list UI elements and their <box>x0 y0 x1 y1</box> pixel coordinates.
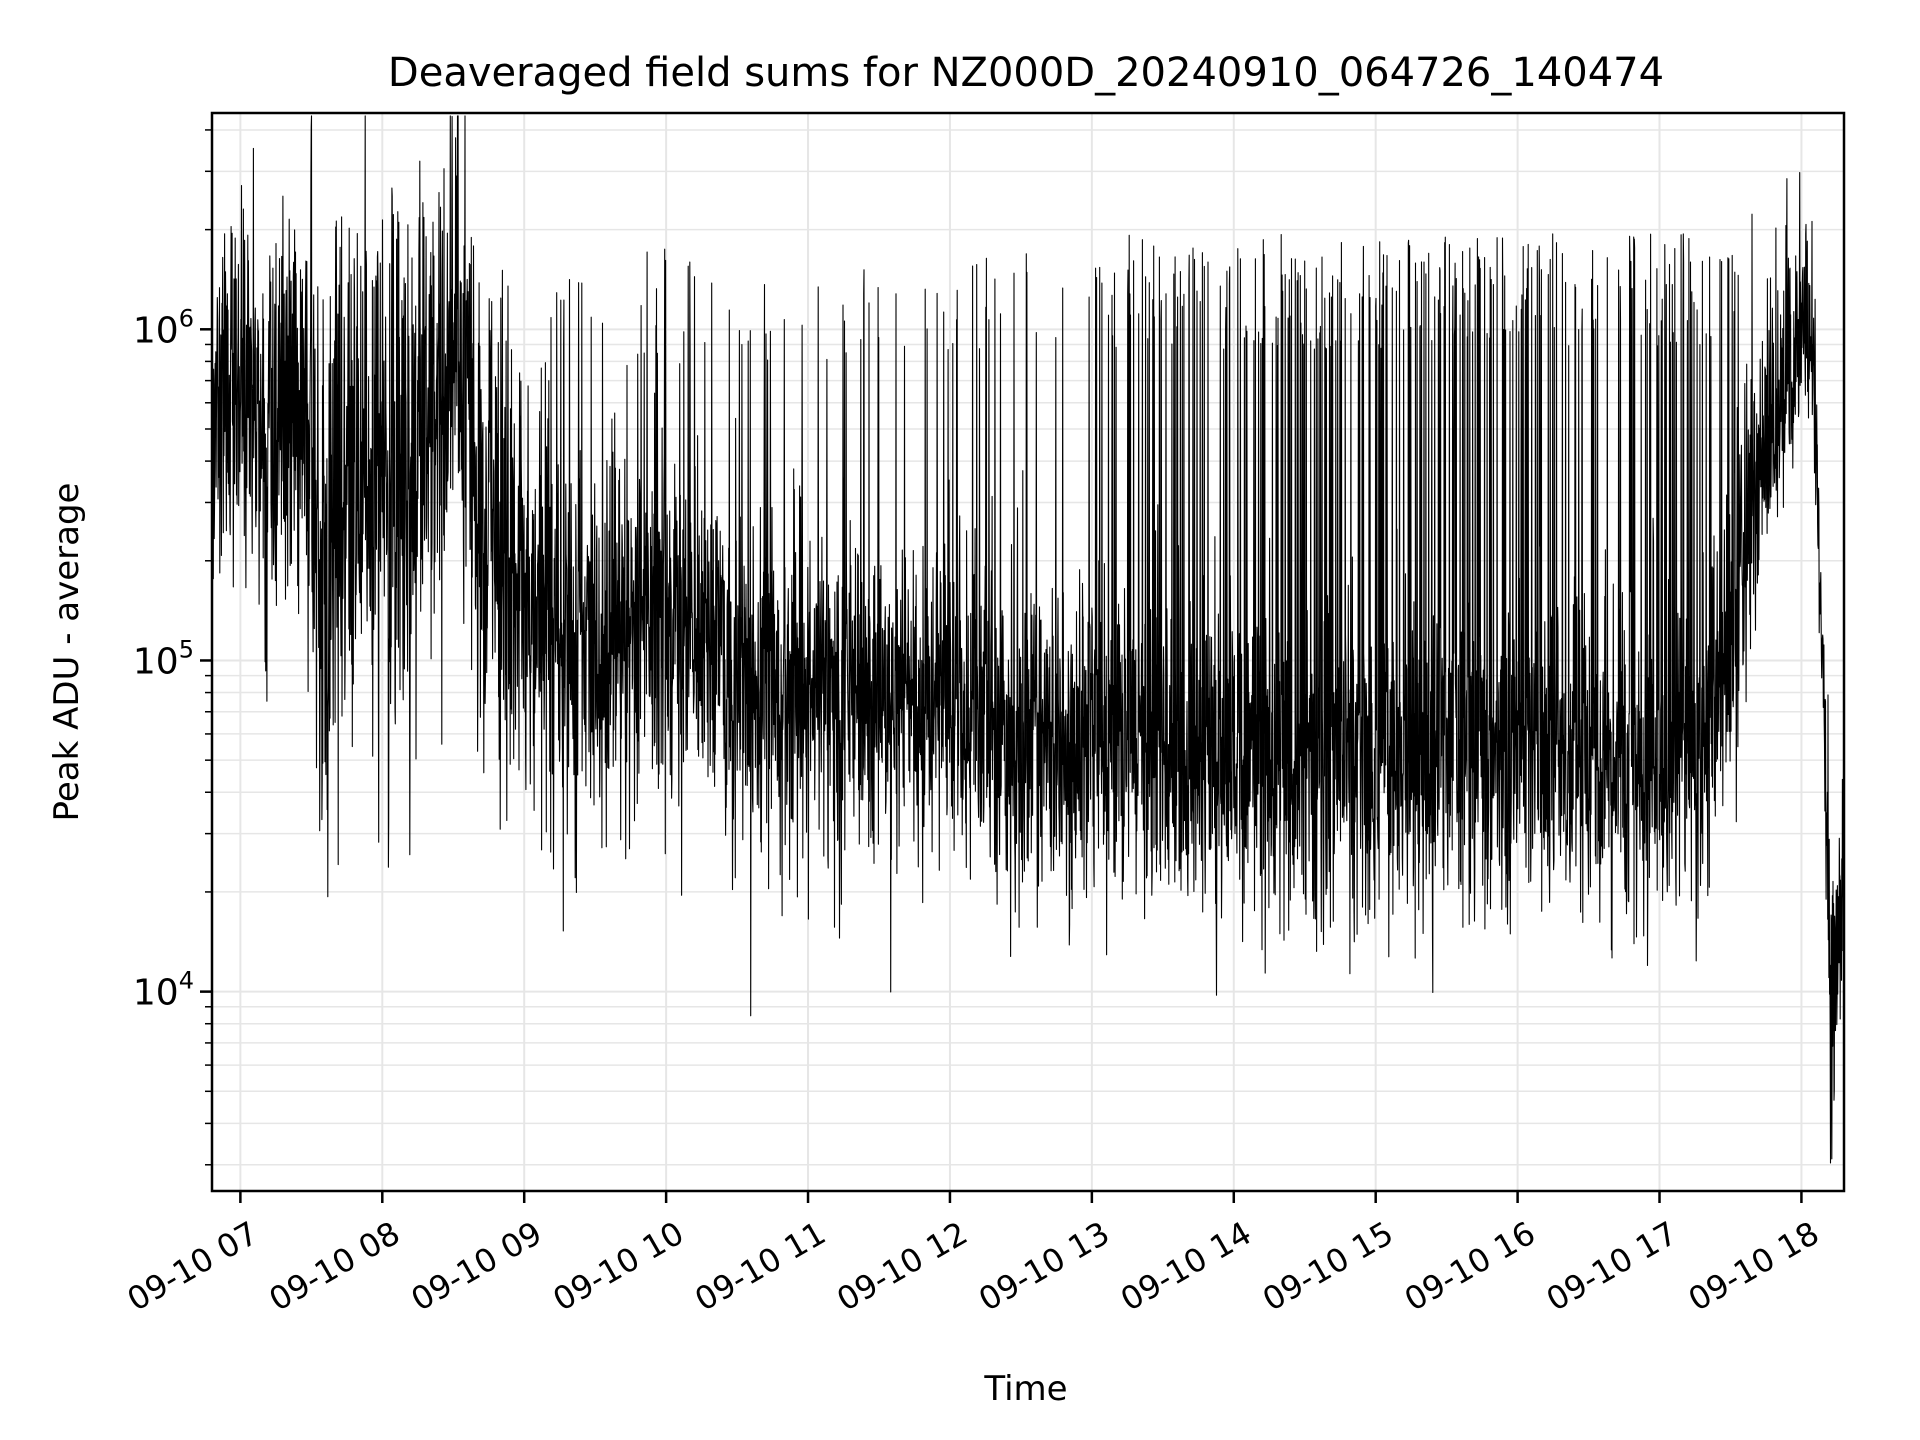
x-axis-label: Time <box>983 1369 1067 1409</box>
x-tick-label: 09-10 15 <box>1256 1214 1400 1319</box>
y-axis: 104 105 106 <box>133 129 212 1166</box>
chart-title: Deaveraged field sums for NZ000D_2024091… <box>388 50 1664 96</box>
x-tick-label: 09-10 10 <box>547 1214 691 1319</box>
x-tick-label: 09-10 11 <box>688 1214 832 1319</box>
x-tick-label: 09-10 16 <box>1398 1214 1542 1319</box>
x-tick-label: 09-10 07 <box>121 1214 265 1319</box>
series-line-0 <box>211 115 1845 1164</box>
y-tick-label: 104 <box>133 967 194 1014</box>
data-series-line <box>211 115 1845 1164</box>
x-tick-label: 09-10 18 <box>1682 1214 1826 1319</box>
y-tick-label: 105 <box>133 635 194 682</box>
x-tick-label: 09-10 17 <box>1540 1214 1684 1319</box>
y-axis-label: Peak ADU - average <box>47 483 87 822</box>
x-tick-label: 09-10 14 <box>1114 1214 1258 1319</box>
x-tick-label: 09-10 12 <box>830 1214 974 1319</box>
x-tick-label: 09-10 09 <box>405 1214 549 1319</box>
x-tick-label: 09-10 08 <box>263 1214 407 1319</box>
x-tick-label: 09-10 13 <box>972 1214 1116 1319</box>
plot-frame <box>210 111 1846 1193</box>
y-tick-label: 106 <box>133 304 194 351</box>
